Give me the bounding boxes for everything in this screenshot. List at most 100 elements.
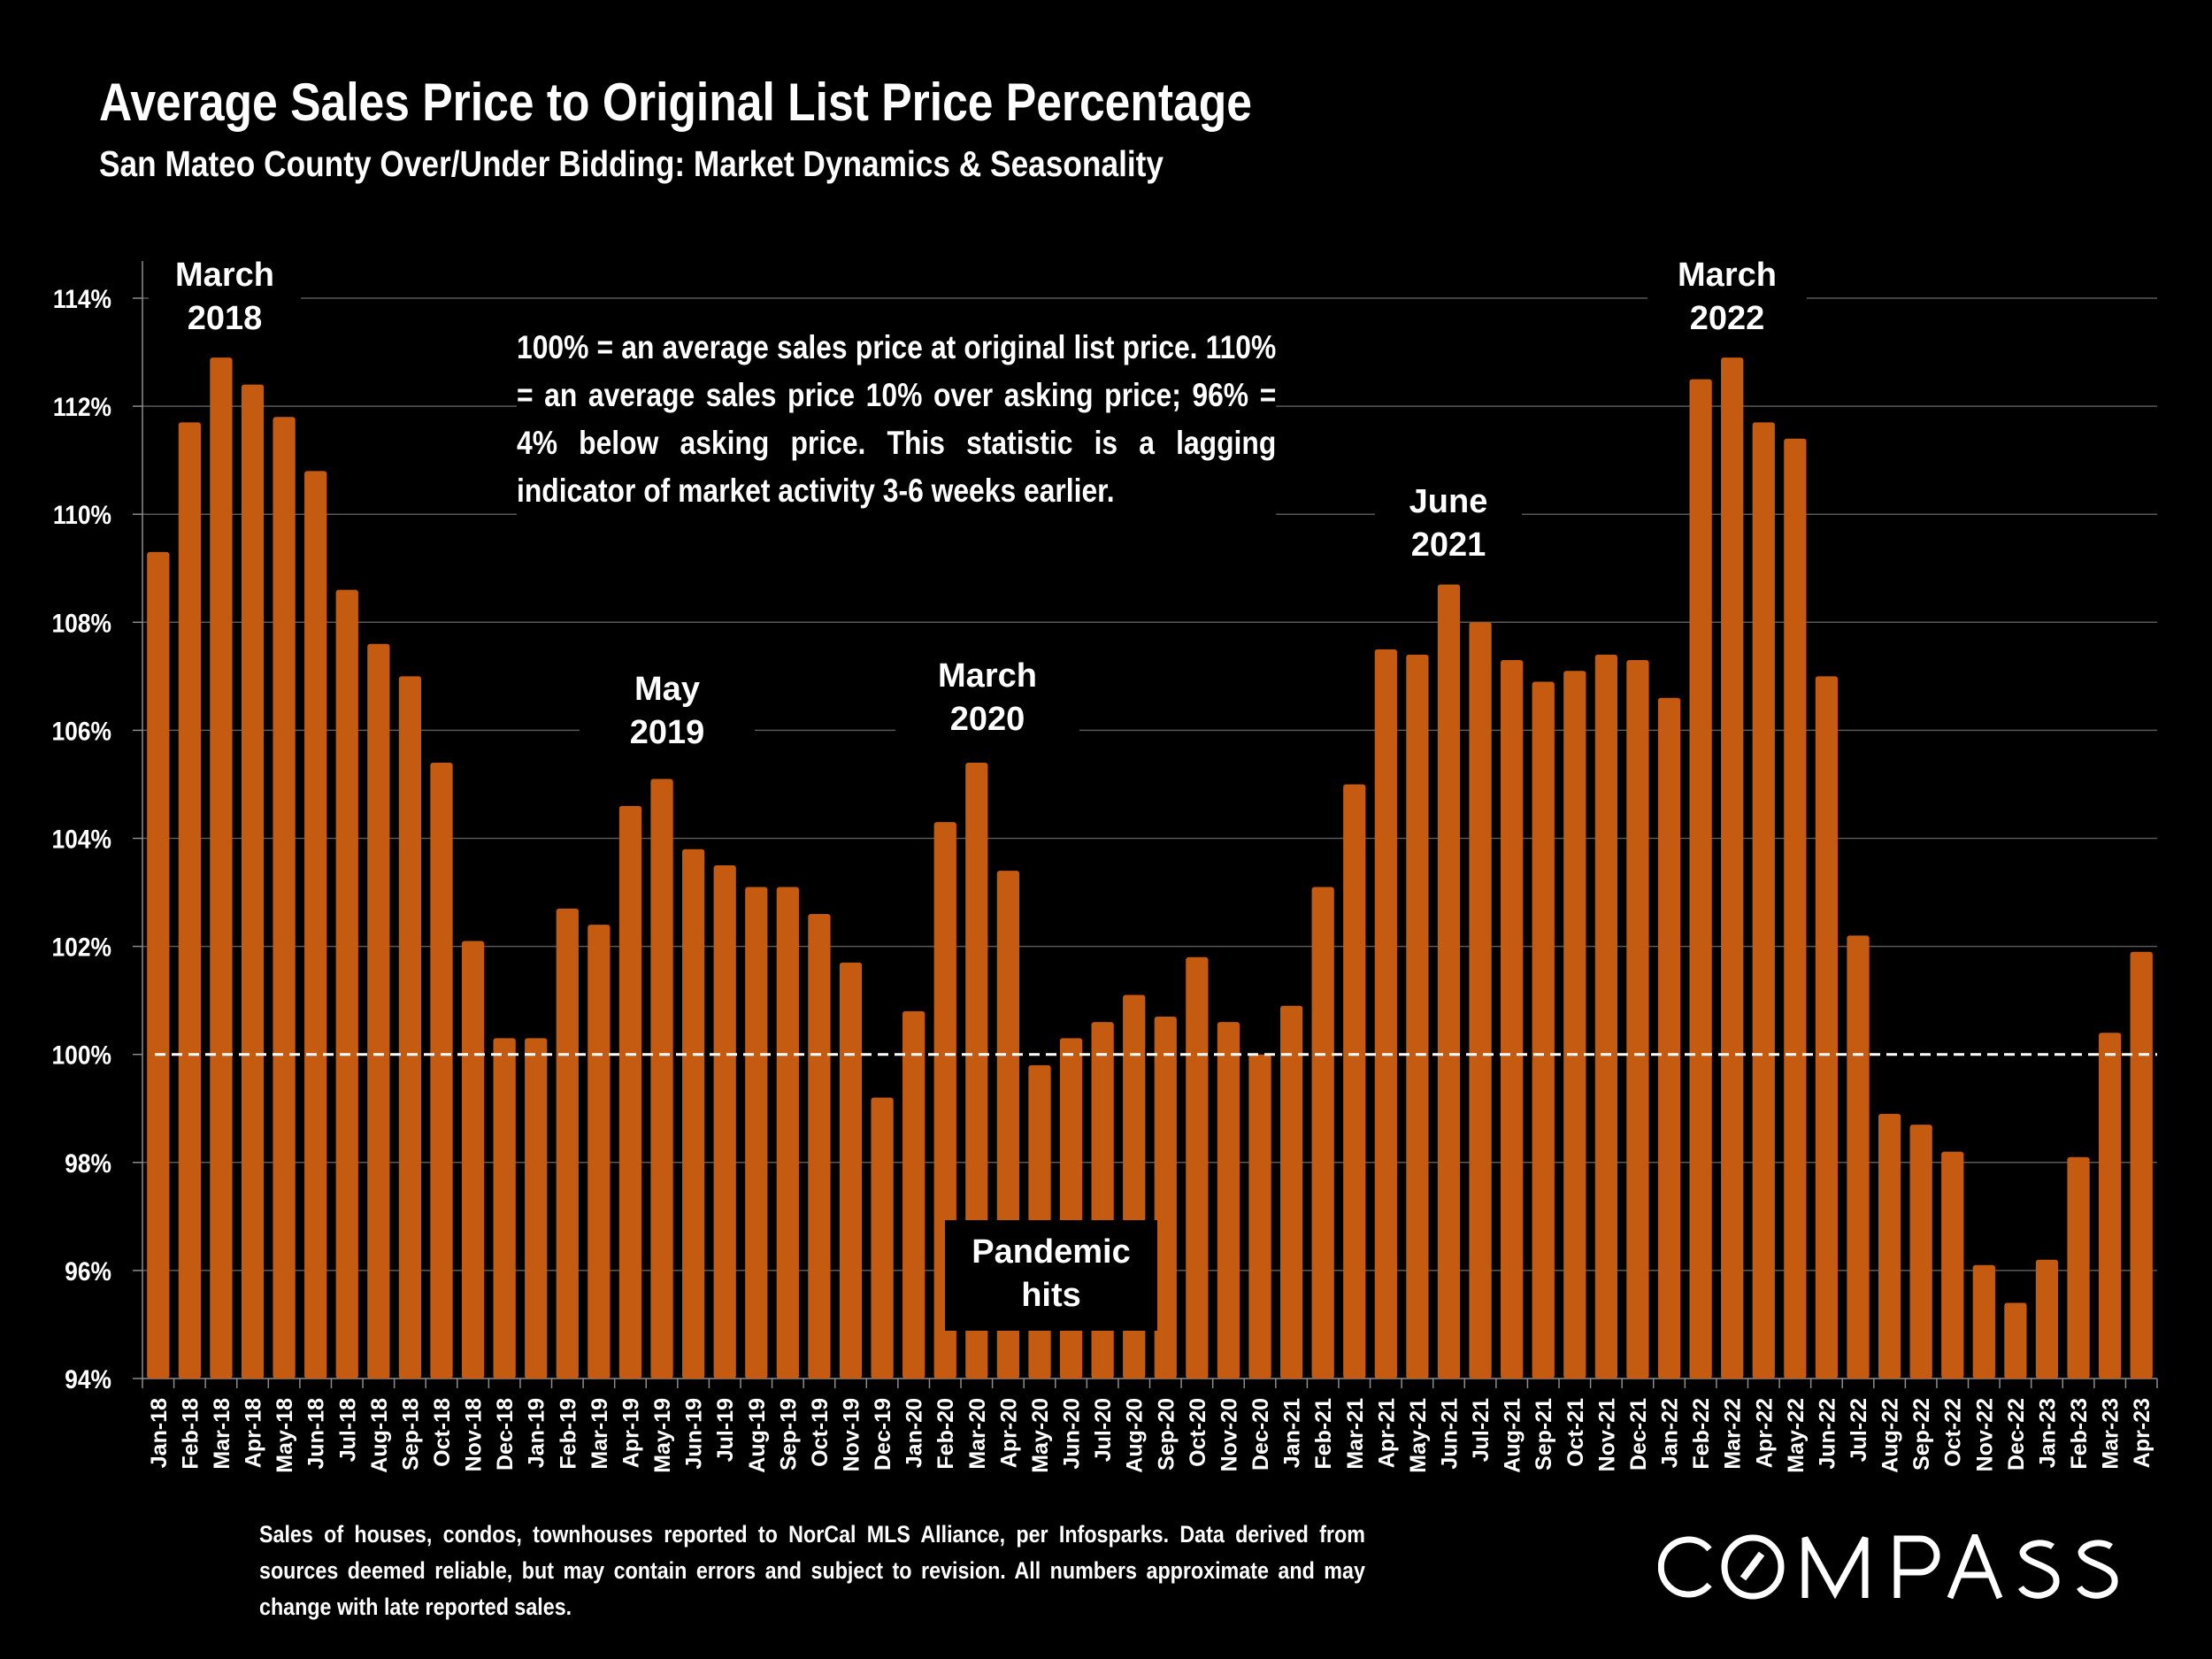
bar-jan-21 [1279, 1005, 1303, 1379]
x-tick-label: Feb-21 [1311, 1398, 1336, 1470]
x-tick-label: Dec-19 [871, 1398, 895, 1471]
x-tick-label: Apr-20 [996, 1398, 1021, 1468]
bar-feb-21 [1311, 887, 1334, 1379]
source-footnote: Sales of houses, condos, townhouses repo… [259, 1521, 1365, 1620]
bar-jun-21 [1437, 584, 1461, 1379]
bar-apr-22 [1752, 422, 1775, 1379]
bar-oct-18 [430, 763, 453, 1379]
x-tick-label: Oct-22 [1941, 1398, 1966, 1467]
x-tick-label: Nov-18 [462, 1398, 487, 1471]
bar-jun-18 [304, 471, 327, 1379]
x-tick-label: Jan-21 [1280, 1398, 1305, 1468]
x-tick-label: Jan-19 [525, 1398, 549, 1468]
annotation-june-2021: June 2021 [1375, 480, 1522, 573]
x-tick-label: Apr-21 [1374, 1398, 1399, 1468]
x-tick-label: Nov-20 [1217, 1398, 1241, 1471]
y-tick-label: 94% [65, 1363, 111, 1394]
x-tick-label: Jun-21 [1437, 1398, 1462, 1470]
bar-sep-22 [1909, 1125, 1932, 1379]
annotation-line: May [634, 671, 700, 708]
bar-mar-23 [2099, 1033, 2122, 1379]
bar-aug-19 [745, 887, 768, 1379]
bar-sep-20 [1154, 1016, 1177, 1379]
bar-oct-20 [1186, 956, 1209, 1379]
x-tick-label: Aug-20 [1123, 1398, 1148, 1473]
bar-dec-21 [1626, 660, 1649, 1379]
y-tick-label: 102% [51, 932, 111, 962]
y-tick-label: 112% [53, 391, 111, 421]
annotation-line: 2018 [187, 300, 263, 337]
y-tick-label: 104% [51, 824, 111, 854]
annotation-line: hits [1021, 1277, 1081, 1314]
x-tick-label: Mar-21 [1343, 1398, 1368, 1470]
x-tick-label: Dec-22 [2004, 1398, 2029, 1471]
bar-feb-23 [2067, 1156, 2090, 1379]
y-tick-label: 110% [53, 500, 111, 530]
x-tick-label: Mar-22 [1721, 1398, 1746, 1470]
bar-apr-23 [2130, 951, 2153, 1379]
bar-sep-21 [1532, 681, 1555, 1379]
x-tick-label: Apr-18 [242, 1398, 266, 1468]
y-tick-label: 100% [51, 1040, 111, 1070]
bar-feb-18 [178, 422, 201, 1379]
x-tick-label: Oct-19 [808, 1398, 833, 1467]
x-tick-label: Dec-21 [1626, 1398, 1651, 1471]
bar-jan-19 [525, 1038, 548, 1379]
annotation-line: 2022 [1689, 300, 1765, 337]
bar-may-19 [650, 779, 673, 1379]
annotation-line: Pandemic [972, 1233, 1131, 1271]
x-tick-label: Nov-21 [1594, 1398, 1619, 1471]
y-tick-label: 106% [51, 716, 111, 746]
x-tick-label: Oct-18 [430, 1398, 455, 1467]
bar-nov-21 [1594, 654, 1618, 1379]
x-tick-label: Sep-21 [1532, 1398, 1556, 1471]
annotation-line: March [1678, 257, 1777, 294]
x-tick-label: Aug-19 [745, 1398, 770, 1473]
bar-dec-19 [871, 1097, 894, 1379]
annotation-line: June [1409, 483, 1488, 520]
bar-jul-19 [713, 865, 736, 1379]
bar-mar-21 [1343, 784, 1366, 1379]
bar-oct-22 [1941, 1151, 1964, 1379]
logo-letter-m [1801, 1536, 1869, 1600]
annotation-march-2020: March 2020 [895, 655, 1079, 748]
bar-oct-21 [1563, 671, 1586, 1379]
chart-subtitle: San Mateo County Over/Under Bidding: Mar… [99, 143, 1164, 184]
bar-apr-21 [1374, 649, 1397, 1379]
bar-jan-23 [2035, 1259, 2059, 1379]
bar-mar-22 [1721, 357, 1744, 1379]
x-axis-labels: Jan-18 Feb-18 Mar-18 Apr-18 May-18 Jun-18 Jul-… [147, 1398, 2154, 1473]
explanation-note: 100% = an average sales price at origina… [517, 324, 1277, 515]
x-tick-label: Oct-20 [1186, 1398, 1210, 1467]
logo-letter-s2 [2077, 1540, 2118, 1599]
annotation-may-2019: May 2019 [580, 668, 755, 761]
x-tick-label: Mar-20 [965, 1398, 990, 1470]
x-tick-label: Mar-23 [2099, 1398, 2124, 1470]
bar-may-21 [1406, 654, 1429, 1379]
x-tick-label: Jul-19 [713, 1398, 738, 1462]
bar-nov-22 [1972, 1264, 1995, 1379]
x-tick-label: Sep-19 [776, 1398, 801, 1471]
bar-mar-19 [588, 925, 611, 1379]
x-tick-label: Jun-18 [304, 1398, 329, 1470]
bar-sep-18 [398, 676, 422, 1379]
bar-aug-18 [367, 643, 390, 1379]
chart-title: Average Sales Price to Original List Pri… [99, 73, 1253, 132]
logo-slash-icon [1740, 1551, 1765, 1581]
logo-letter-p [1893, 1535, 1940, 1598]
x-tick-label: Feb-22 [1689, 1398, 1714, 1470]
bar-apr-18 [241, 384, 265, 1379]
bar-jul-18 [335, 589, 358, 1379]
x-tick-label: Sep-20 [1154, 1398, 1179, 1471]
annotation-march-2022: March 2022 [1647, 254, 1807, 349]
x-tick-label: Sep-18 [398, 1398, 423, 1471]
x-tick-label: May-20 [1028, 1398, 1053, 1473]
bar-jan-20 [902, 1010, 926, 1379]
x-tick-label: Mar-18 [210, 1398, 234, 1470]
x-tick-label: May-21 [1406, 1398, 1431, 1473]
x-tick-label: Aug-21 [1501, 1398, 1525, 1473]
y-tick-label: 98% [65, 1148, 111, 1178]
annotation-line: 2021 [1410, 526, 1486, 564]
bar-jan-18 [147, 551, 170, 1379]
bar-may-22 [1784, 438, 1807, 1379]
